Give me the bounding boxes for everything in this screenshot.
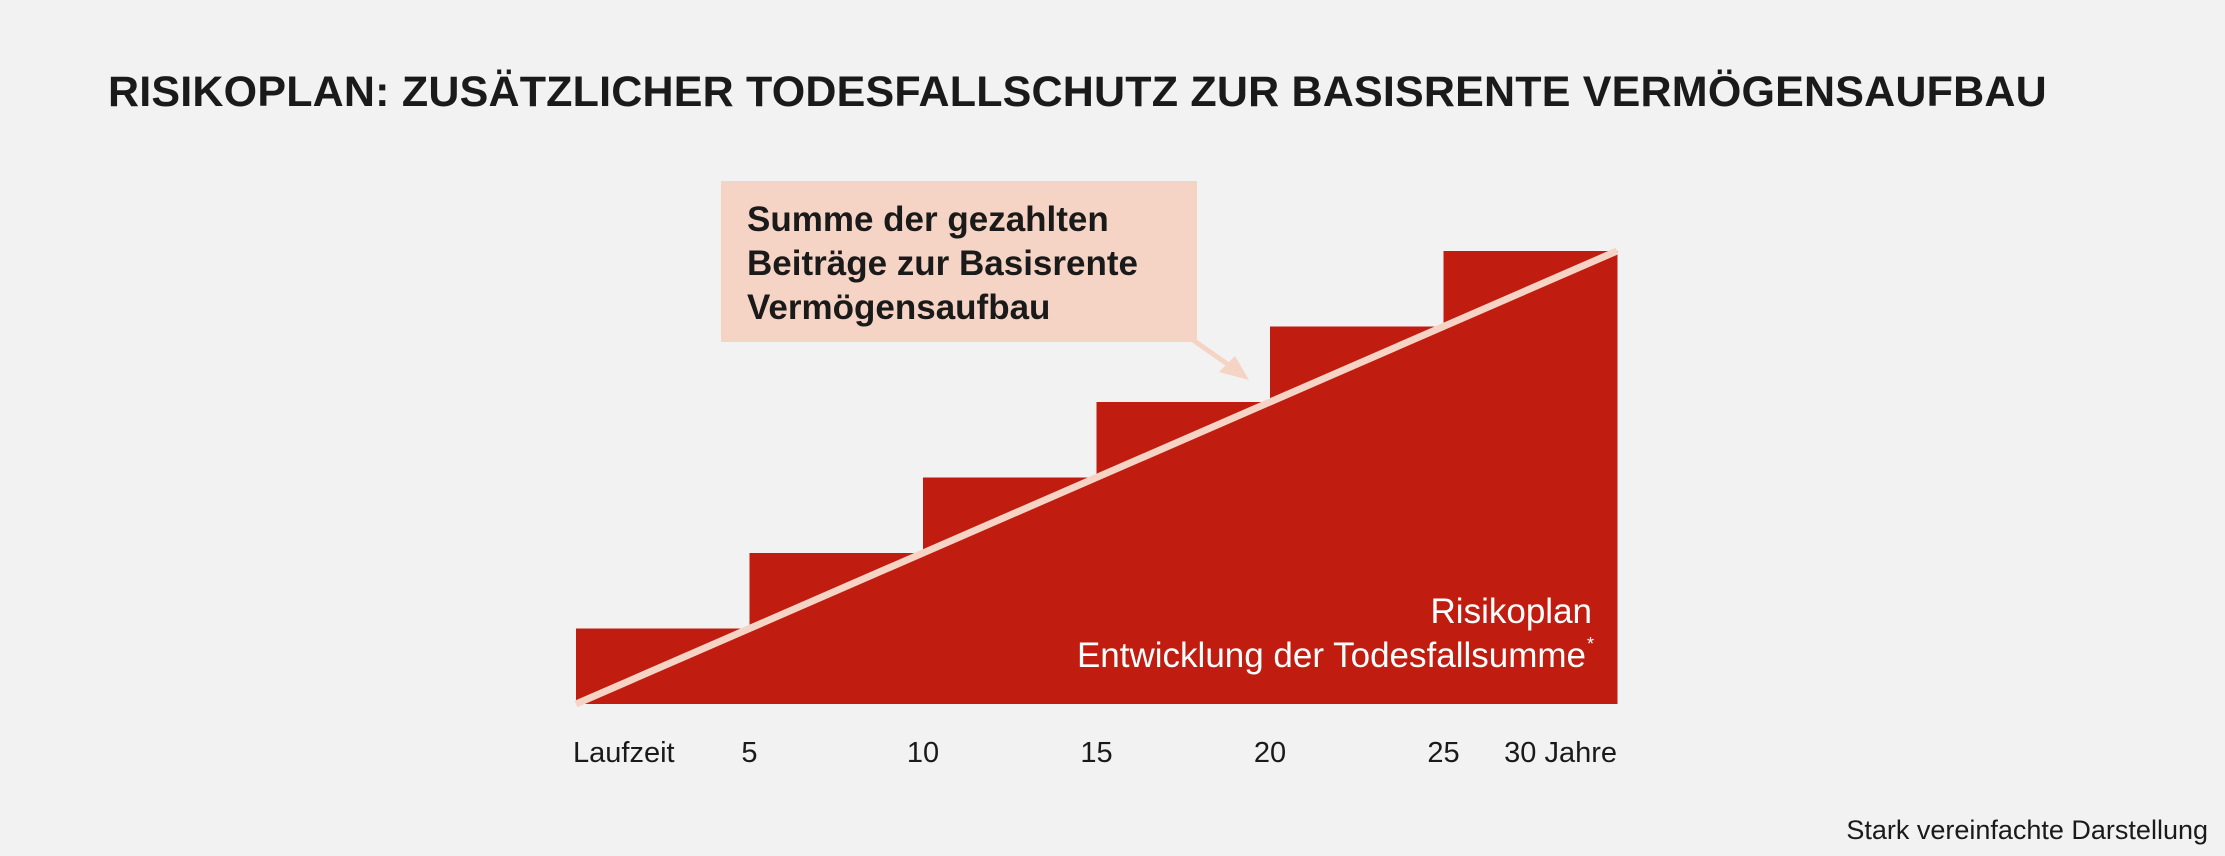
x-axis: Laufzeit 5 10 15 20 25 30 Jahre bbox=[573, 737, 1617, 769]
callout-label: Summe der gezahlten Beiträge zur Basisren… bbox=[747, 200, 1138, 327]
x-tick-label: 20 bbox=[1254, 737, 1286, 769]
step-bar-6 bbox=[1443, 251, 1618, 704]
x-axis-label: Laufzeit bbox=[573, 737, 675, 769]
risk-plan-label: Risikoplan Entwicklung der Todesfallsumme bbox=[1077, 592, 1592, 675]
contributions-callout: Summe der gezahlten Beiträge zur Basisren… bbox=[721, 181, 1249, 380]
risk-plan-label-line-2: Entwicklung der Todesfallsumme bbox=[1077, 636, 1586, 675]
x-tick-label: 30 Jahre bbox=[1504, 737, 1617, 769]
footnote-marker: * bbox=[1587, 634, 1594, 654]
contributions-line bbox=[574, 247, 1619, 708]
callout-arrow-head bbox=[1219, 356, 1249, 380]
x-tick-label: 25 bbox=[1427, 737, 1459, 769]
risk-plan-label-line-1: Risikoplan bbox=[1431, 592, 1592, 631]
callout-arrow bbox=[1191, 337, 1235, 371]
callout-line-3: Vermögensaufbau bbox=[747, 288, 1050, 327]
step-bar-4 bbox=[1096, 402, 1271, 704]
chart-title: RISIKOPLAN: ZUSÄTZLICHER TODESFALLSCHUTZ… bbox=[108, 68, 2047, 116]
step-bar-2 bbox=[749, 553, 924, 704]
footnote: Stark vereinfachte Darstellung bbox=[1846, 815, 2208, 845]
x-tick-label: 5 bbox=[741, 737, 757, 769]
x-tick-label: 10 bbox=[907, 737, 939, 769]
callout-line-1: Summe der gezahlten bbox=[747, 200, 1109, 239]
callout-box bbox=[721, 181, 1197, 342]
callout-line-2: Beiträge zur Basisrente bbox=[747, 244, 1138, 283]
x-tick-label: 15 bbox=[1080, 737, 1112, 769]
